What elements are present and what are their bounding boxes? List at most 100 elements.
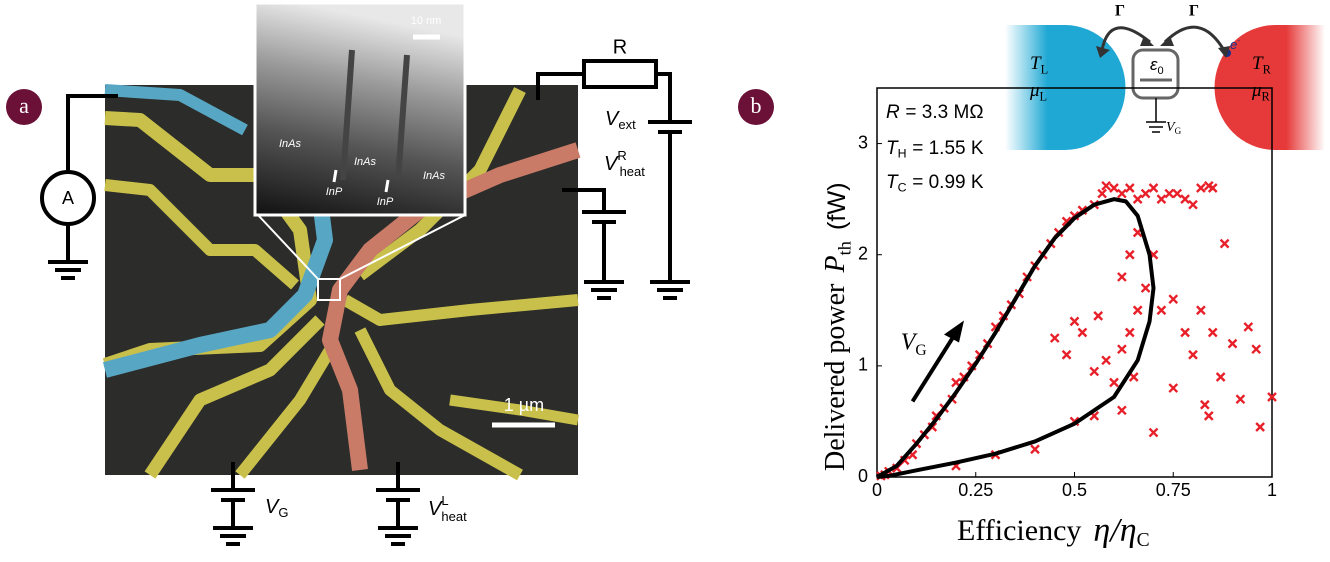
point (1077, 327, 1088, 338)
y-tick-label: 2 (858, 243, 868, 263)
point (1109, 183, 1119, 193)
wire (536, 72, 584, 100)
v-heat-r-sup: R (617, 148, 626, 163)
zoom-box (317, 278, 341, 301)
point (1180, 327, 1190, 338)
point (1188, 349, 1198, 360)
point (1172, 188, 1183, 199)
inp-barrier (395, 54, 410, 181)
point (1180, 194, 1190, 204)
lead-label-base: μ (1029, 80, 1040, 101)
ground (1146, 121, 1166, 133)
point (1132, 305, 1143, 316)
v-ext-base: V (605, 108, 620, 130)
point (1117, 188, 1127, 199)
point (1164, 188, 1175, 199)
x-axis-label-base: η/η (1093, 512, 1136, 549)
battery (582, 210, 626, 224)
x-axis-label-text: Efficiency (957, 514, 1081, 547)
point (1140, 283, 1151, 293)
point (1061, 349, 1072, 360)
point (1069, 316, 1080, 327)
point (1207, 327, 1218, 338)
resistor-label: R (613, 36, 627, 58)
wire (66, 94, 118, 172)
material-label: InAs (423, 170, 446, 182)
y-axis-label-base: P (820, 255, 851, 273)
gamma: Γ (1189, 3, 1199, 20)
x-axis-label: Efficiency η/ηC (957, 512, 1150, 552)
param-sub: C (898, 181, 907, 195)
point (1132, 194, 1143, 204)
v-heat-l-base: V (428, 498, 443, 520)
point (1117, 405, 1127, 416)
y-tick-label: 1 (858, 355, 868, 375)
barrier-label: InP (377, 196, 394, 208)
panel-label: a (19, 93, 29, 118)
param-base: R (886, 102, 900, 123)
annotation-arrow (910, 331, 958, 403)
electron-label: e- (1230, 35, 1240, 52)
param-rest: = 3.3 MΩ (905, 102, 983, 123)
v-heat-r-sub: heat (620, 164, 646, 179)
point (1089, 366, 1100, 377)
point (1117, 344, 1127, 355)
param-rest: = 0.99 K (912, 172, 984, 193)
panel-badge (738, 89, 774, 125)
point (1148, 183, 1159, 193)
lead-label-sub: L (1040, 90, 1048, 104)
point (1109, 377, 1119, 388)
lead-label: μR (1251, 80, 1271, 103)
point (1117, 272, 1127, 282)
wire (656, 72, 672, 122)
point (1101, 180, 1111, 191)
point (1188, 199, 1198, 210)
panel-badge (6, 89, 42, 125)
marker (384, 179, 390, 193)
ground (584, 280, 624, 300)
point (1030, 444, 1040, 455)
point (1168, 383, 1179, 393)
electron-label-sup: - (1237, 35, 1240, 45)
lead-label-sub: R (1263, 63, 1272, 77)
material-label: InAs (279, 138, 302, 150)
lead-label-base: T (1252, 53, 1264, 74)
param-base: T (886, 172, 899, 193)
point (1196, 183, 1206, 193)
point (1124, 327, 1135, 338)
resistor (582, 59, 658, 89)
x-axis-label-sub: C (1137, 530, 1150, 551)
point (1124, 249, 1135, 260)
lead-label: μL (1029, 80, 1047, 103)
point (1255, 422, 1265, 432)
v-heat-r: VR heat (604, 148, 645, 179)
level-label-sub: 0 (1157, 65, 1163, 77)
marker (332, 169, 338, 183)
annotation: VG (901, 329, 927, 358)
param: TH = 1.55 K (886, 138, 984, 161)
lead-label: TR (1252, 53, 1272, 76)
gate-label-sub: G (1175, 126, 1182, 136)
v-heat-r-base: V (604, 153, 619, 175)
heater-source (376, 462, 420, 546)
point (1267, 392, 1277, 402)
point (1140, 188, 1151, 199)
param-base: T (886, 138, 899, 159)
point (1156, 305, 1167, 316)
v-heat-l: VL heat (428, 493, 467, 524)
battery (648, 120, 692, 134)
ground (48, 260, 88, 280)
inp-barrier (340, 49, 355, 181)
y-axis-label-sub: th (835, 241, 855, 255)
y-tick-label: 0 (858, 466, 868, 486)
y-axis-label-unit: (fW) (823, 182, 851, 230)
point (1128, 372, 1139, 382)
gate-label: VG (1166, 120, 1182, 136)
x-tick-label: 0 (872, 480, 882, 500)
v-ext: Vext (605, 108, 636, 132)
curve (876, 197, 1156, 479)
v-heat-l-sub: heat (441, 509, 467, 524)
v-g: VG (265, 496, 288, 520)
panel-label: b (751, 93, 762, 118)
